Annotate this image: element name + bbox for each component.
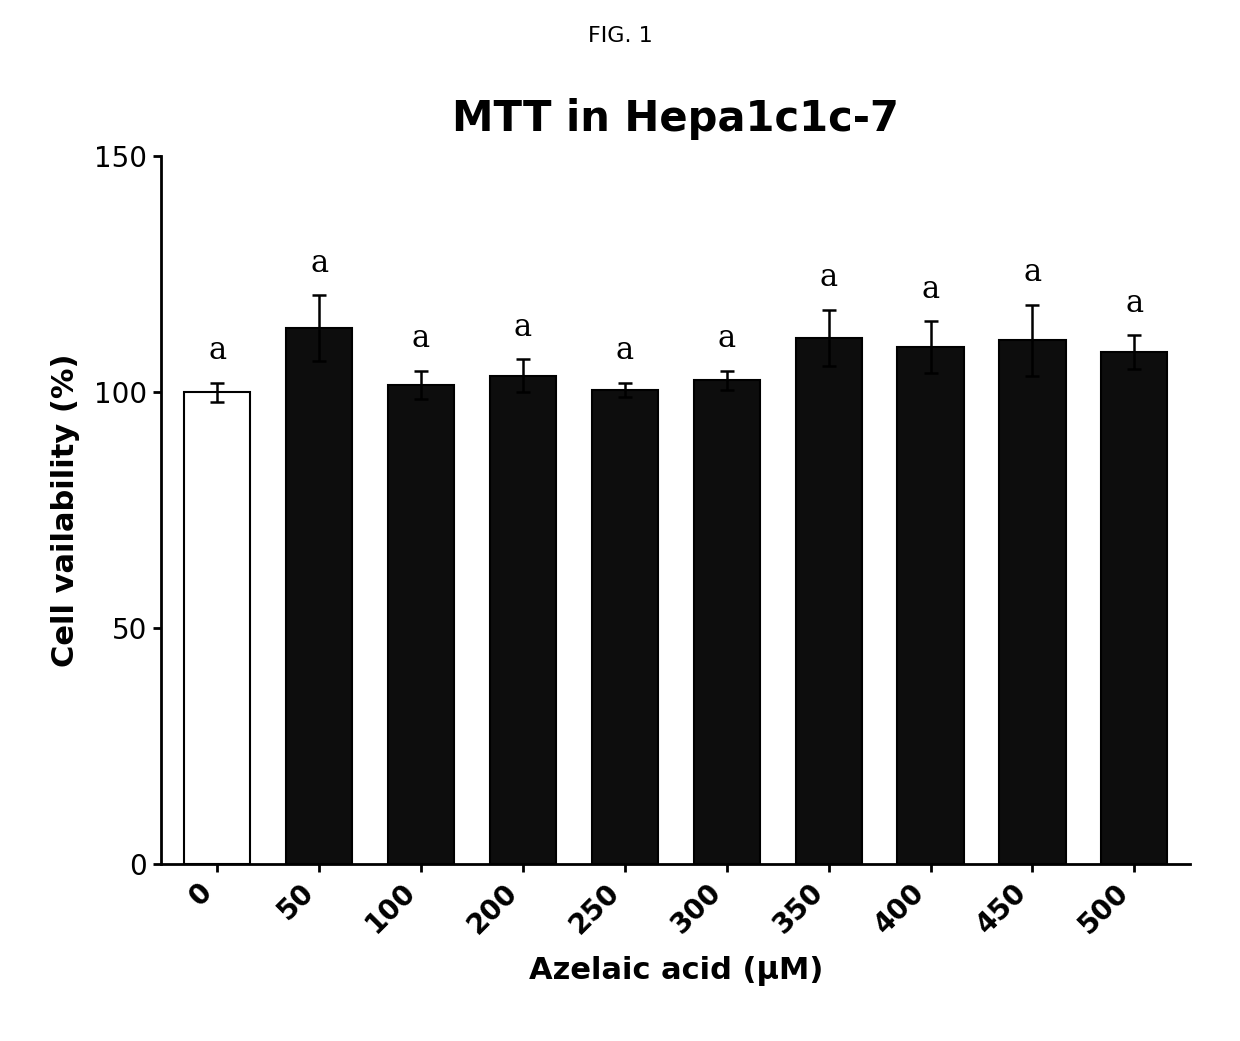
Text: a: a [1125, 288, 1143, 319]
Bar [796, 338, 862, 864]
Text: a: a [1023, 257, 1042, 288]
Y-axis label: Cell vailability (%): Cell vailability (%) [51, 353, 81, 667]
Bar [184, 392, 250, 864]
Text: a: a [718, 324, 735, 354]
Text: FIG. 1: FIG. 1 [588, 26, 652, 46]
Bar [1101, 352, 1168, 864]
Bar [693, 380, 760, 864]
Title: MTT in Hepa1c1c-7: MTT in Hepa1c1c-7 [453, 98, 899, 141]
X-axis label: Azelaic acid (μM): Azelaic acid (μM) [528, 956, 823, 986]
Text: a: a [820, 262, 838, 293]
Text: a: a [412, 324, 430, 354]
Text: a: a [513, 311, 532, 342]
Bar [490, 376, 556, 864]
Bar [898, 348, 963, 864]
Text: a: a [310, 248, 329, 279]
Bar [999, 340, 1065, 864]
Bar [591, 389, 658, 864]
Bar [286, 328, 352, 864]
Text: a: a [616, 335, 634, 366]
Text: a: a [921, 274, 940, 305]
Text: a: a [208, 335, 227, 366]
Bar [388, 385, 454, 864]
